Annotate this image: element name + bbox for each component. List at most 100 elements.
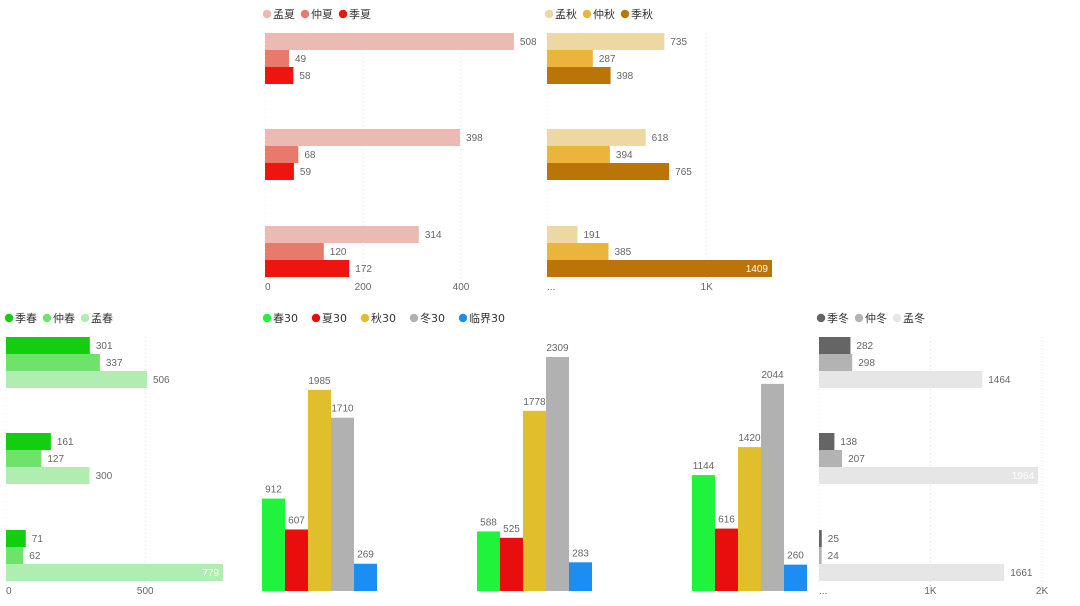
data-label: 618 <box>652 133 669 144</box>
bar <box>262 498 285 591</box>
data-label: 62 <box>29 551 41 562</box>
data-label: 1710 <box>331 404 354 415</box>
bar <box>547 260 772 277</box>
spring-chart: 0 500 301 337 506 161 127 300 71 62 779 <box>5 337 223 597</box>
legend-label: 仲夏 <box>311 7 333 21</box>
data-label: 398 <box>466 133 483 144</box>
legend-marker <box>338 9 348 19</box>
bar <box>265 243 324 260</box>
legend-marker <box>620 9 630 19</box>
legend-marker <box>262 313 272 323</box>
bar <box>819 547 822 564</box>
data-label: 1778 <box>523 397 546 408</box>
winter-legend: 季冬 仲冬 孟冬 <box>816 311 925 325</box>
bar <box>819 337 851 354</box>
data-label: 127 <box>47 454 64 465</box>
legend-marker <box>262 9 272 19</box>
data-label: 735 <box>670 37 687 48</box>
bar <box>6 337 90 354</box>
legend-marker <box>458 313 468 323</box>
bar <box>523 410 546 591</box>
data-label: 385 <box>614 247 631 258</box>
bar <box>819 530 822 547</box>
legend-marker <box>816 313 826 323</box>
bar <box>6 530 26 547</box>
bar <box>819 354 853 371</box>
legend-marker <box>544 9 554 19</box>
data-label: 298 <box>858 358 875 369</box>
bar <box>569 562 592 591</box>
data-label: 68 <box>304 150 316 161</box>
bar <box>265 129 461 146</box>
bar <box>738 447 761 591</box>
x-tick-label: 0 <box>265 282 271 293</box>
legend-label: 冬30 <box>420 311 445 325</box>
bar <box>692 475 715 591</box>
bar <box>265 146 299 163</box>
legend-marker <box>582 9 592 19</box>
thirty-chart: 912 607 1985 1710 269 588 525 1778 2309 283 1144 61… <box>262 343 807 591</box>
bar <box>265 260 350 277</box>
thirty-legend: 春30 夏30 秋30 冬30 临界30 <box>262 311 505 325</box>
bar <box>6 354 100 371</box>
data-label: 607 <box>288 515 305 526</box>
autumn-legend: 孟秋 仲秋 季秋 <box>544 7 653 21</box>
bar <box>265 33 514 50</box>
data-label: 161 <box>57 437 74 448</box>
legend-label: 春30 <box>273 312 298 325</box>
bar <box>715 528 738 591</box>
bar <box>6 467 90 484</box>
bar <box>784 564 807 591</box>
legend-marker <box>311 313 321 323</box>
x-tick-label: ... <box>547 282 555 293</box>
spring-legend: 季春 仲春 孟春 <box>4 311 113 325</box>
summer-legend: 孟夏 仲夏 季夏 <box>262 7 371 21</box>
data-label: 2044 <box>761 370 784 381</box>
data-label: 1985 <box>308 376 331 387</box>
bar <box>819 433 835 450</box>
legend-label: 仲冬 <box>865 311 887 325</box>
bar <box>285 529 308 591</box>
legend-label: 季夏 <box>349 8 371 21</box>
bar <box>354 563 377 591</box>
bar <box>547 163 670 180</box>
data-label: 1420 <box>738 433 761 444</box>
legend-marker <box>360 313 370 323</box>
x-tick-label: ... <box>819 586 827 597</box>
legend-label: 秋30 <box>371 311 396 325</box>
bar <box>547 243 609 260</box>
data-label: 1409 <box>746 264 769 275</box>
data-label: 24 <box>828 551 840 562</box>
data-label: 282 <box>856 341 873 352</box>
summer-chart: 0 200 400 508 49 58 398 68 59 314 120 172 <box>264 33 537 293</box>
bar <box>547 50 593 67</box>
bar <box>500 537 523 591</box>
bar <box>265 226 419 243</box>
legend-marker <box>409 313 419 323</box>
bar <box>819 371 983 388</box>
bar <box>6 547 24 564</box>
data-label: 49 <box>295 54 307 65</box>
legend-label: 孟春 <box>91 312 113 325</box>
legend-label: 临界30 <box>469 311 505 325</box>
bar <box>265 50 290 67</box>
bar <box>819 450 843 467</box>
data-label: 300 <box>96 471 113 482</box>
bar <box>819 467 1038 484</box>
data-label: 1464 <box>988 375 1011 386</box>
data-label: 314 <box>425 230 442 241</box>
x-tick-label: 1K <box>701 282 714 293</box>
data-label: 207 <box>848 454 865 465</box>
legend-marker <box>854 313 864 323</box>
legend-label: 仲春 <box>53 311 75 325</box>
x-tick-label: 0 <box>6 586 12 597</box>
x-tick-label: 500 <box>137 586 154 597</box>
bar <box>6 450 42 467</box>
legend-label: 夏30 <box>322 312 347 325</box>
bar <box>265 163 294 180</box>
legend-label: 孟冬 <box>903 311 925 325</box>
bar <box>547 146 610 163</box>
legend-marker <box>300 9 310 19</box>
